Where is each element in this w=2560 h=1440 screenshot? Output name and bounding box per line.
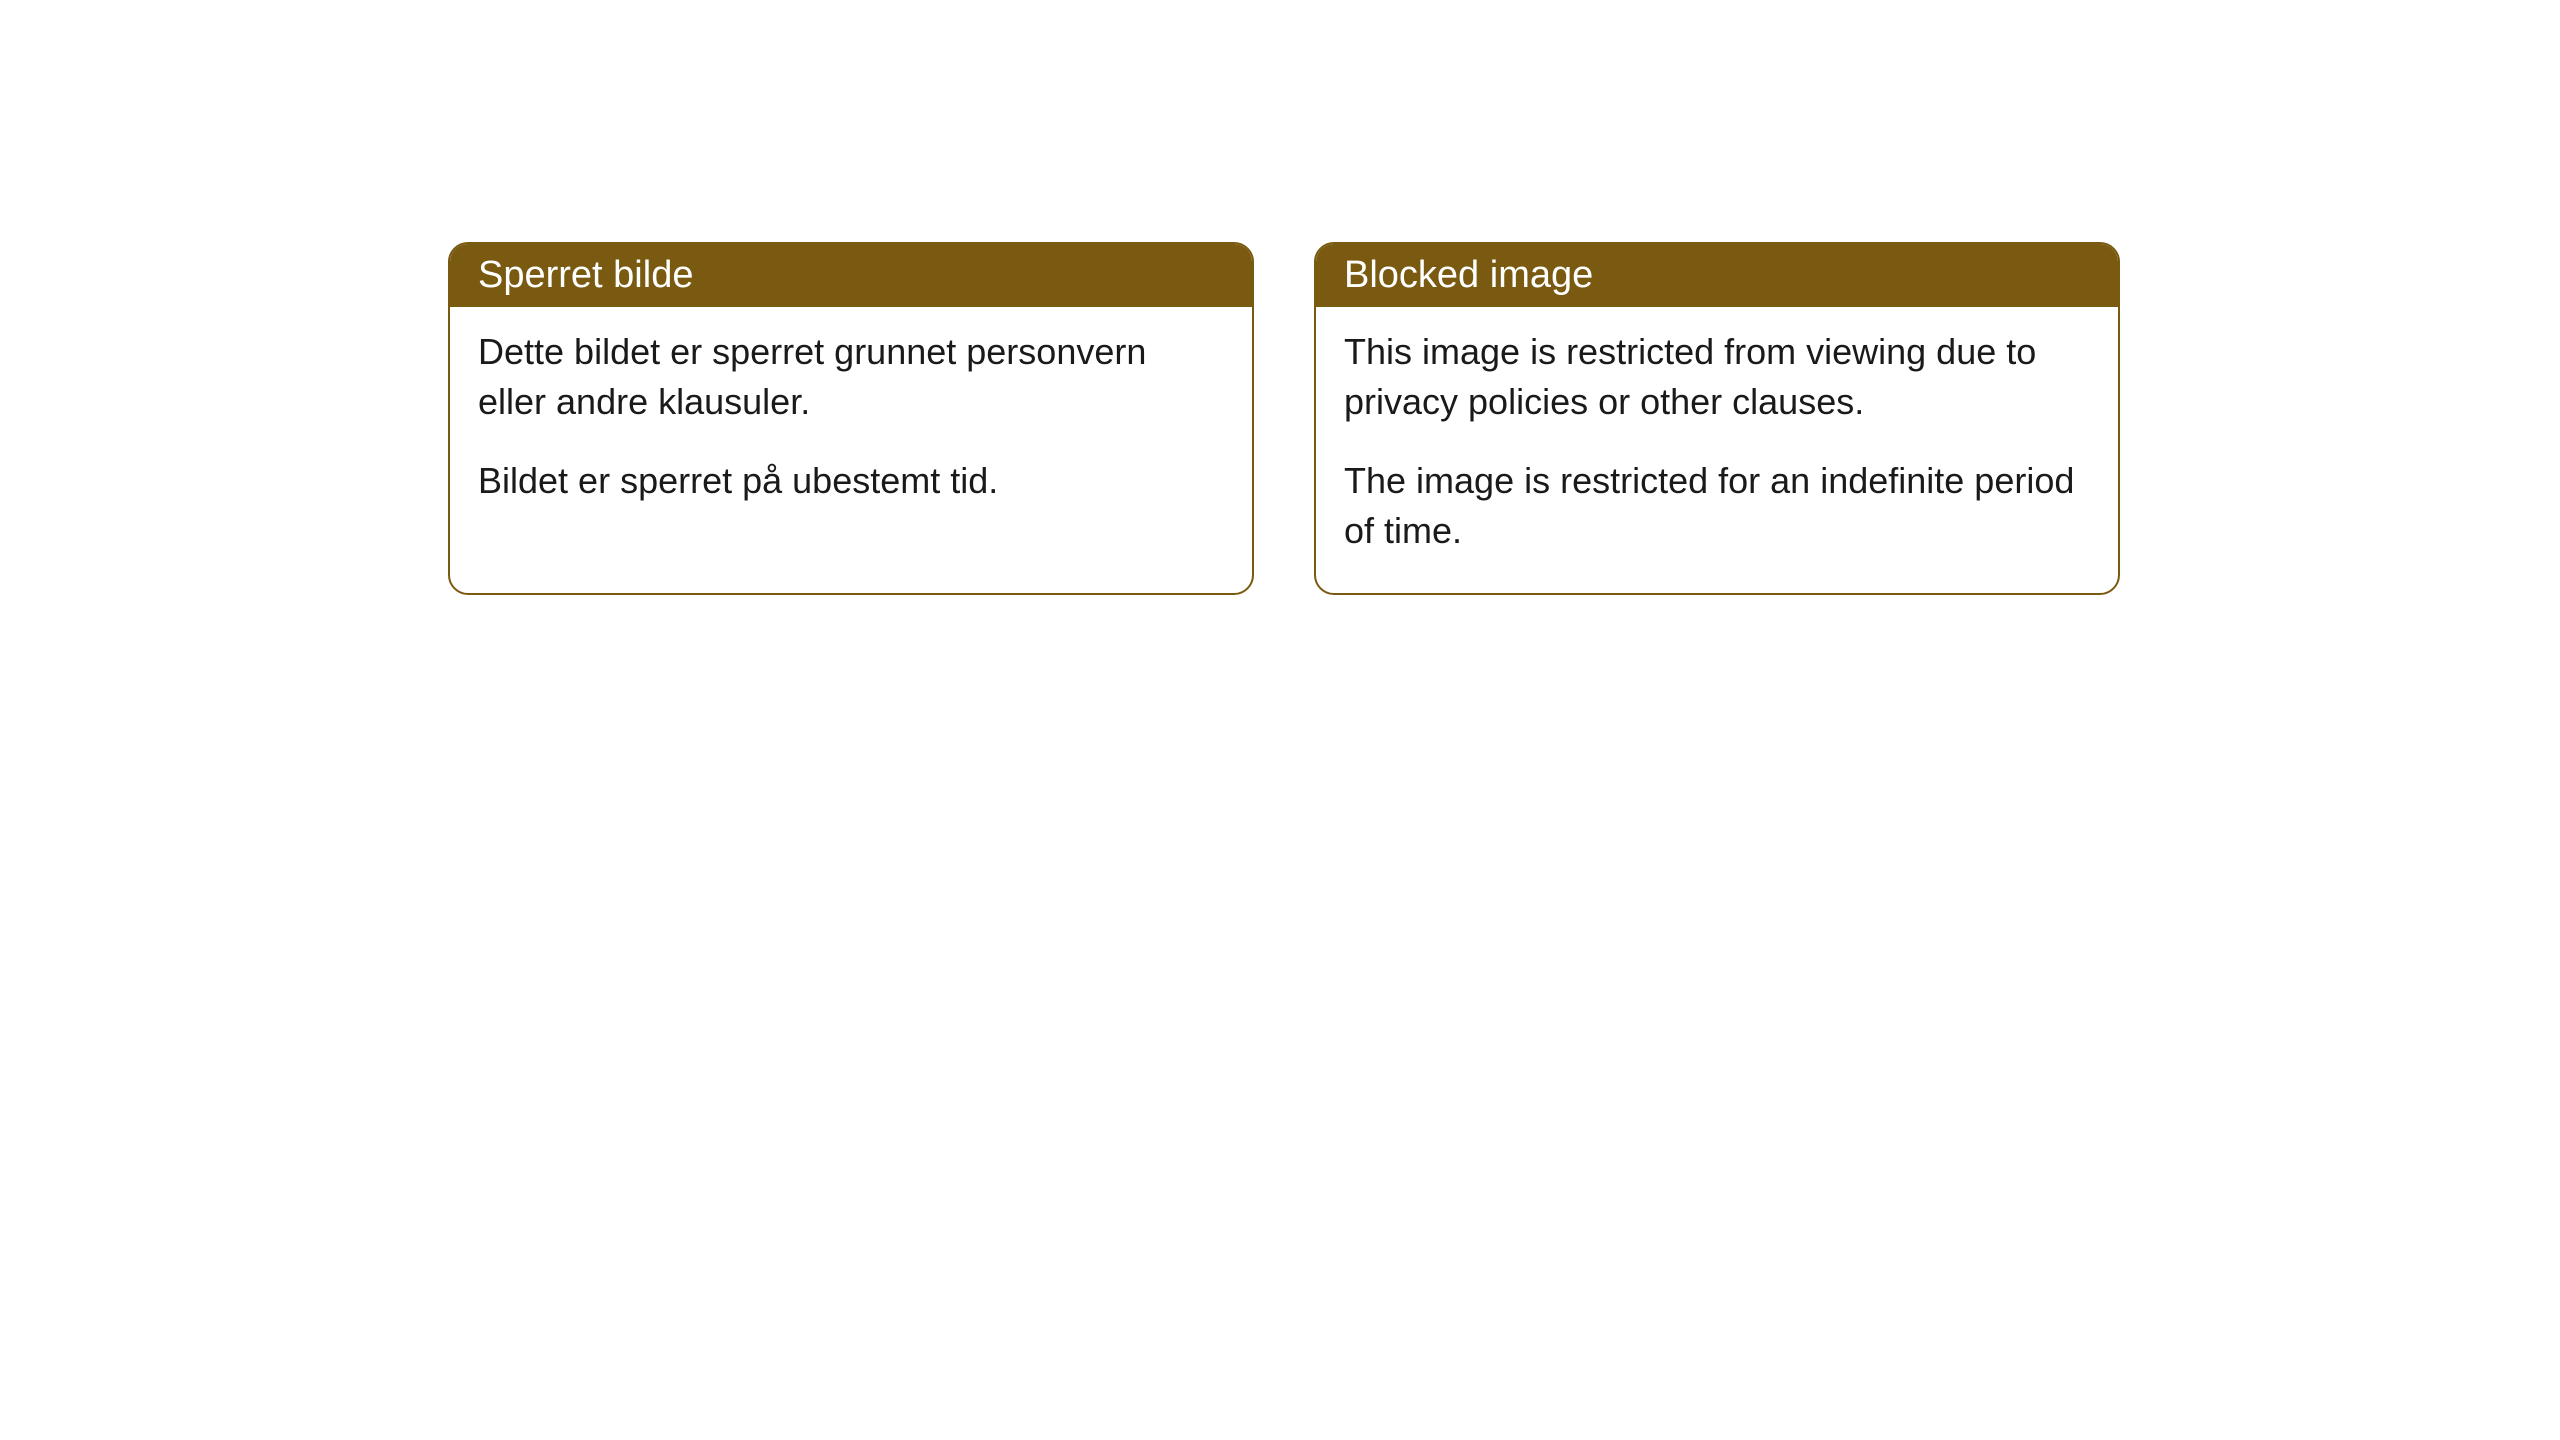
card-title-norwegian: Sperret bilde (478, 254, 693, 296)
card-paragraph-2-english: The image is restricted for an indefinit… (1344, 456, 2090, 557)
notice-cards-row: Sperret bilde Dette bildet er sperret gr… (448, 242, 2120, 595)
card-paragraph-1-norwegian: Dette bildet er sperret grunnet personve… (478, 327, 1224, 428)
blocked-image-card-norwegian: Sperret bilde Dette bildet er sperret gr… (448, 242, 1254, 595)
card-header-english: Blocked image (1316, 244, 2118, 307)
card-body-norwegian: Dette bildet er sperret grunnet personve… (450, 307, 1252, 542)
card-paragraph-2-norwegian: Bildet er sperret på ubestemt tid. (478, 456, 1224, 506)
card-header-norwegian: Sperret bilde (450, 244, 1252, 307)
blocked-image-card-english: Blocked image This image is restricted f… (1314, 242, 2120, 595)
card-paragraph-1-english: This image is restricted from viewing du… (1344, 327, 2090, 428)
card-body-english: This image is restricted from viewing du… (1316, 307, 2118, 593)
card-title-english: Blocked image (1344, 254, 1593, 296)
